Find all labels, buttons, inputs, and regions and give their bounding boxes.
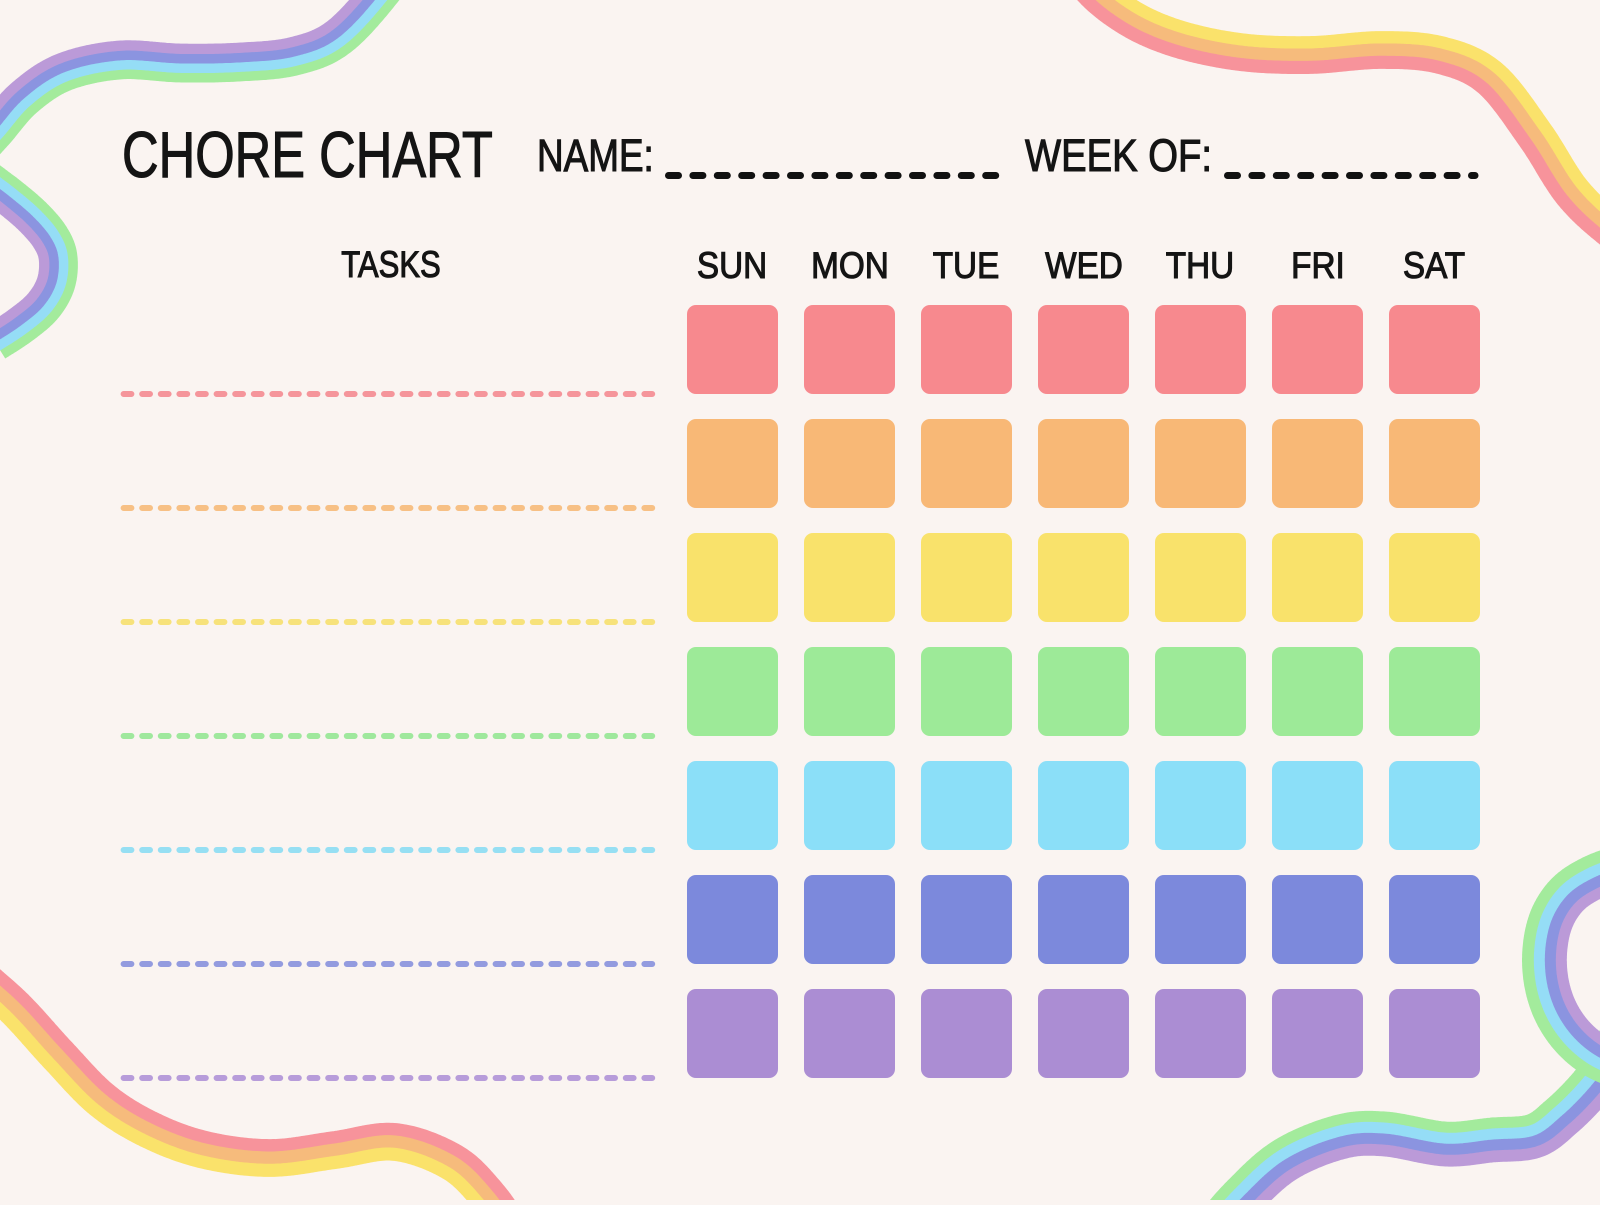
svg-text:CHORE CHART: CHORE CHART [122, 119, 493, 191]
svg-text:WEEK OF:: WEEK OF: [1025, 130, 1212, 181]
svg-text:THU: THU [1166, 245, 1234, 286]
svg-text:SUN: SUN [697, 245, 767, 286]
svg-text:SAT: SAT [1403, 245, 1465, 286]
svg-text:NAME:: NAME: [537, 131, 654, 181]
svg-text:TASKS: TASKS [341, 245, 441, 286]
svg-text:TUE: TUE [933, 245, 1000, 286]
svg-text:MON: MON [811, 245, 889, 286]
svg-text:WED: WED [1045, 245, 1123, 286]
svg-text:FRI: FRI [1291, 245, 1345, 286]
